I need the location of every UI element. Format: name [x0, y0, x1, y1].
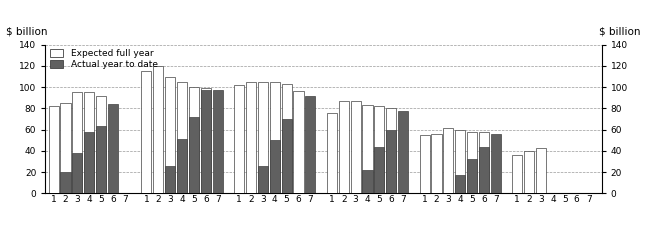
- Bar: [467, 132, 477, 193]
- Bar: [512, 155, 522, 193]
- Bar: [84, 93, 94, 193]
- Bar: [165, 77, 175, 193]
- Bar: [270, 82, 280, 193]
- Bar: [165, 166, 175, 193]
- Bar: [234, 85, 244, 193]
- Text: $ billion: $ billion: [599, 27, 641, 37]
- Bar: [201, 90, 211, 193]
- Bar: [455, 175, 465, 193]
- Bar: [213, 90, 223, 193]
- Bar: [375, 147, 384, 193]
- Bar: [398, 111, 408, 193]
- Bar: [258, 166, 268, 193]
- Bar: [281, 119, 292, 193]
- Bar: [141, 71, 151, 193]
- Bar: [536, 148, 546, 193]
- Bar: [294, 92, 303, 193]
- Bar: [479, 132, 489, 193]
- Bar: [189, 117, 199, 193]
- Bar: [467, 159, 477, 193]
- Bar: [338, 101, 349, 193]
- Bar: [96, 96, 106, 193]
- Bar: [386, 108, 397, 193]
- Bar: [362, 170, 373, 193]
- Bar: [60, 172, 71, 193]
- Bar: [524, 151, 534, 193]
- Bar: [281, 84, 292, 193]
- Legend: Expected full year, Actual year to date: Expected full year, Actual year to date: [50, 49, 158, 69]
- Bar: [258, 82, 268, 193]
- Bar: [479, 147, 489, 193]
- Bar: [386, 130, 397, 193]
- Bar: [49, 106, 59, 193]
- Bar: [177, 139, 187, 193]
- Bar: [362, 105, 373, 193]
- Bar: [96, 126, 106, 193]
- Bar: [305, 96, 316, 193]
- Bar: [419, 135, 430, 193]
- Bar: [246, 82, 256, 193]
- Bar: [177, 82, 187, 193]
- Bar: [201, 88, 211, 193]
- Bar: [491, 134, 501, 193]
- Bar: [270, 140, 280, 193]
- Text: $ billion: $ billion: [6, 27, 48, 37]
- Bar: [72, 153, 82, 193]
- Bar: [108, 104, 118, 193]
- Bar: [153, 66, 163, 193]
- Bar: [72, 93, 82, 193]
- Bar: [432, 134, 441, 193]
- Bar: [189, 87, 199, 193]
- Bar: [351, 101, 360, 193]
- Bar: [375, 106, 384, 193]
- Bar: [327, 113, 337, 193]
- Bar: [455, 130, 465, 193]
- Bar: [84, 132, 94, 193]
- Bar: [443, 127, 454, 193]
- Bar: [60, 103, 71, 193]
